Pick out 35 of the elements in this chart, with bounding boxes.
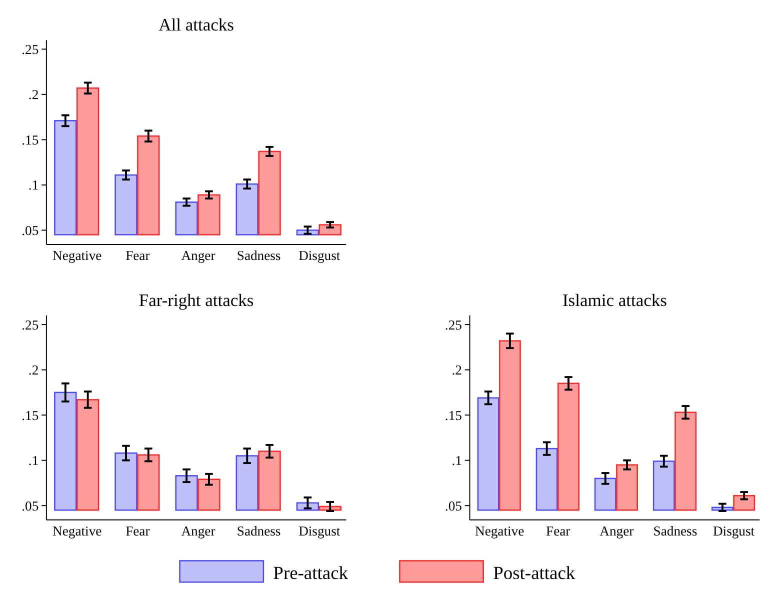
y-tick-label: .2	[28, 87, 39, 102]
x-tick-label: Sadness	[236, 523, 281, 538]
y-tick-label: .05	[444, 498, 462, 514]
y-tick-label: .15	[444, 408, 462, 423]
y-tick-label: .25	[444, 317, 462, 332]
y-tick-label: .05	[22, 498, 39, 514]
legend-label: Post-attack	[493, 562, 576, 583]
x-tick-label: Disgust	[298, 523, 340, 538]
y-tick-label: .1	[28, 178, 39, 193]
y-tick-label: .05	[22, 222, 39, 238]
y-tick-label: .25	[22, 317, 39, 332]
y-tick-label: .15	[22, 408, 39, 423]
x-tick-label: Anger	[600, 523, 634, 538]
y-tick-label: .2	[452, 362, 462, 378]
chart-title: All attacks	[158, 14, 234, 34]
x-tick-label: Fear	[126, 248, 150, 264]
x-tick-label: Negative	[475, 523, 524, 538]
chart-title: Far-right attacks	[138, 290, 254, 310]
x-tick-label: Fear	[126, 523, 150, 538]
x-tick-label: Negative	[52, 248, 102, 264]
x-tick-label: Disgust	[298, 248, 340, 264]
y-tick-label: .15	[22, 132, 39, 148]
x-tick-label: Disgust	[712, 523, 755, 538]
legend-label: Pre-attack	[273, 562, 349, 583]
x-tick-label: Fear	[546, 523, 571, 538]
x-tick-label: Sadness	[653, 523, 698, 538]
y-tick-label: .1	[28, 453, 39, 468]
chart-title: Islamic attacks	[562, 290, 668, 310]
y-tick-label: .2	[28, 362, 39, 378]
x-tick-label: Anger	[181, 523, 216, 538]
x-tick-label: Sadness	[236, 248, 281, 264]
y-tick-label: .1	[452, 453, 462, 468]
y-tick-label: .25	[22, 42, 39, 57]
x-tick-label: Anger	[181, 248, 216, 264]
x-tick-label: Negative	[52, 523, 102, 538]
